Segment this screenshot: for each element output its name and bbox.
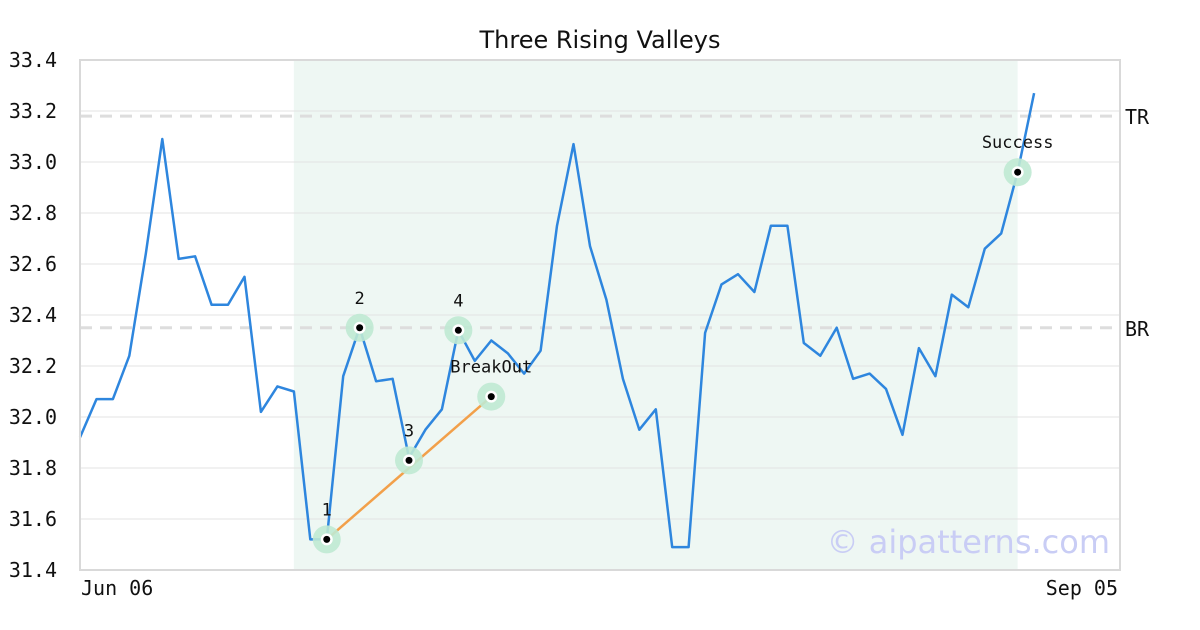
reference-line-label: TR — [1125, 105, 1150, 129]
marker-label: 4 — [453, 291, 463, 311]
series-layer — [78, 92, 1036, 549]
marker-label: Success — [982, 133, 1054, 153]
marker-dot — [323, 535, 331, 543]
marker-dot — [405, 456, 413, 464]
y-tick-label: 32.2 — [9, 354, 57, 378]
y-tick-label: 31.6 — [9, 507, 57, 531]
y-tick-label: 33.2 — [9, 99, 57, 123]
y-tick-label: 33.0 — [9, 150, 57, 174]
y-tick-label: 31.4 — [9, 558, 57, 582]
marker-dot — [356, 324, 364, 332]
axis-layer: 33.4 33.2 33.0 32.8 32.6 32.4 32.2 32.0 31.8 31.6… — [9, 48, 1121, 600]
y-tick-label: 32.6 — [9, 252, 57, 276]
marker-label: 3 — [404, 421, 414, 441]
marker-label: BreakOut — [450, 358, 532, 378]
x-tick-label: Sep 05 — [1046, 576, 1118, 600]
watermark: © aipatterns.com — [827, 523, 1110, 561]
chart-title: Three Rising Valleys — [478, 26, 720, 54]
marker-dot — [1014, 168, 1022, 176]
marker-layer: 1 2 3 4 BreakOut Success — [312, 133, 1054, 554]
marker-dot — [487, 393, 495, 401]
plot-frame — [79, 59, 1121, 571]
y-tick-label: 32.8 — [9, 201, 57, 225]
y-tick-label: 32.4 — [9, 303, 57, 327]
marker-dot — [454, 326, 462, 334]
y-tick-label: 31.8 — [9, 456, 57, 480]
marker-label: 1 — [322, 500, 332, 520]
x-tick-label: Jun 06 — [81, 576, 153, 600]
y-tick-label: 32.0 — [9, 405, 57, 429]
series-line — [78, 92, 1036, 549]
reference-line-label: BR — [1125, 317, 1150, 341]
marker-label: 2 — [355, 289, 365, 309]
horizontal-lines-layer: TR BR — [80, 105, 1150, 341]
y-tick-label: 33.4 — [9, 48, 57, 72]
